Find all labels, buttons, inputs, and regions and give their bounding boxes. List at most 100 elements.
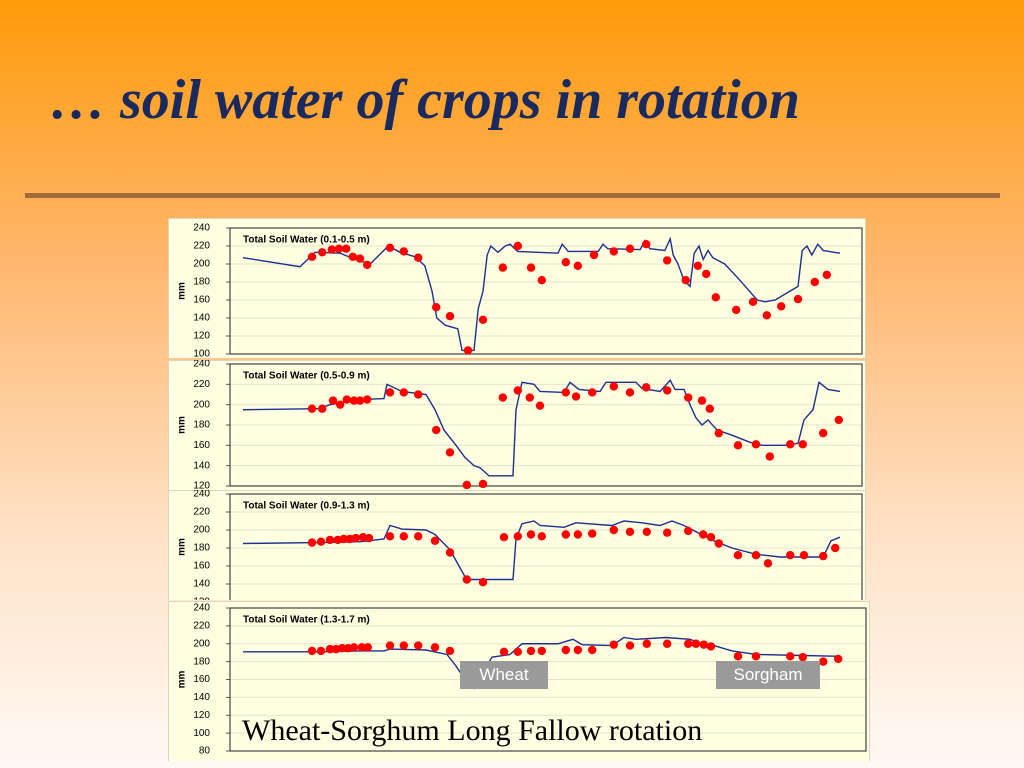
data-point bbox=[478, 578, 488, 587]
crop-label: Sorgham bbox=[716, 661, 820, 689]
data-point bbox=[751, 551, 761, 560]
data-point bbox=[307, 252, 317, 261]
data-point bbox=[399, 641, 408, 650]
data-point bbox=[355, 396, 365, 405]
data-point bbox=[513, 241, 522, 251]
data-point bbox=[642, 639, 651, 648]
data-point bbox=[414, 390, 423, 399]
data-point bbox=[445, 448, 455, 457]
data-point bbox=[513, 386, 522, 395]
data-point bbox=[697, 396, 707, 405]
data-point bbox=[589, 250, 599, 260]
data-point bbox=[763, 559, 773, 568]
data-point bbox=[609, 382, 618, 391]
data-point bbox=[609, 640, 618, 649]
data-point bbox=[363, 260, 372, 270]
data-point bbox=[348, 252, 357, 261]
data-point bbox=[318, 404, 327, 413]
y-tick-label: 120 bbox=[193, 597, 210, 600]
data-point bbox=[414, 641, 423, 650]
data-point bbox=[699, 530, 708, 539]
y-tick-label: 160 bbox=[193, 674, 210, 685]
y-axis-label: mm bbox=[177, 282, 188, 300]
y-tick-label: 180 bbox=[193, 277, 210, 288]
y-tick-label: 240 bbox=[193, 223, 210, 234]
y-tick-label: 200 bbox=[193, 525, 210, 536]
plot-frame bbox=[229, 227, 863, 355]
data-point bbox=[625, 244, 635, 253]
data-point bbox=[706, 533, 716, 542]
data-point bbox=[702, 269, 711, 279]
data-point bbox=[748, 297, 758, 306]
data-point bbox=[537, 276, 546, 285]
y-tick-label: 180 bbox=[193, 656, 210, 667]
data-point bbox=[831, 543, 840, 553]
data-point bbox=[334, 244, 344, 253]
data-point bbox=[316, 537, 326, 546]
data-point bbox=[385, 243, 395, 252]
data-point bbox=[822, 270, 831, 279]
crop-label: Wheat bbox=[460, 661, 548, 689]
data-point bbox=[663, 386, 672, 395]
line-series bbox=[242, 236, 841, 352]
y-tick-label: 160 bbox=[193, 295, 210, 306]
y-tick-label: 180 bbox=[193, 420, 210, 431]
data-point bbox=[625, 641, 635, 650]
data-point bbox=[385, 388, 395, 397]
data-point bbox=[414, 253, 423, 262]
data-point bbox=[525, 393, 534, 402]
data-point bbox=[342, 395, 351, 404]
data-point bbox=[349, 396, 359, 405]
line-series bbox=[242, 520, 841, 581]
data-point bbox=[714, 428, 723, 438]
y-tick-label: 200 bbox=[193, 399, 210, 410]
y-tick-label: 240 bbox=[193, 490, 210, 500]
data-point bbox=[642, 527, 651, 536]
y-tick-label: 140 bbox=[193, 460, 210, 471]
data-point bbox=[498, 263, 507, 272]
data-point bbox=[684, 639, 693, 648]
data-point bbox=[609, 247, 618, 256]
data-point bbox=[430, 536, 440, 545]
data-point bbox=[705, 404, 714, 413]
data-point bbox=[588, 388, 597, 397]
data-point bbox=[810, 277, 819, 287]
data-point bbox=[363, 395, 372, 404]
data-point bbox=[732, 305, 741, 315]
chart-background bbox=[168, 218, 866, 358]
y-tick-label: 140 bbox=[193, 692, 210, 703]
data-point bbox=[711, 293, 720, 302]
chart: 100 120 140 160 180 200 220 240 mm Total Soil Wat… bbox=[168, 218, 866, 358]
y-tick-label: 100 bbox=[193, 728, 210, 739]
data-point bbox=[819, 428, 828, 438]
data-point bbox=[684, 526, 693, 536]
data-point bbox=[681, 276, 690, 285]
y-tick-label: 220 bbox=[193, 241, 210, 252]
data-point bbox=[663, 639, 672, 648]
y-tick-label: 160 bbox=[193, 440, 210, 451]
data-point bbox=[765, 452, 774, 461]
data-point bbox=[432, 425, 441, 435]
data-point bbox=[625, 527, 635, 536]
data-point bbox=[462, 480, 471, 490]
data-point bbox=[691, 639, 701, 648]
data-point bbox=[385, 532, 395, 541]
plot-frame bbox=[229, 607, 867, 752]
chart-title: Total Soil Water (1.3-1.7 m) bbox=[243, 615, 370, 626]
data-point bbox=[642, 383, 651, 392]
data-point bbox=[786, 652, 795, 661]
data-point bbox=[573, 530, 582, 539]
y-tick-label: 200 bbox=[193, 259, 210, 270]
chart-title: Total Soil Water (0.9-1.3 m) bbox=[243, 501, 370, 512]
data-point bbox=[498, 393, 507, 402]
data-point bbox=[588, 645, 597, 655]
y-tick-label: 120 bbox=[193, 710, 210, 721]
data-point bbox=[339, 534, 348, 544]
chart: 120 140 160 180 200 220 240 mm Total Soil Water … bbox=[168, 360, 866, 490]
data-point bbox=[307, 646, 317, 656]
data-point bbox=[751, 652, 761, 661]
data-point bbox=[535, 401, 545, 410]
data-point bbox=[499, 647, 509, 656]
data-point bbox=[364, 533, 374, 543]
